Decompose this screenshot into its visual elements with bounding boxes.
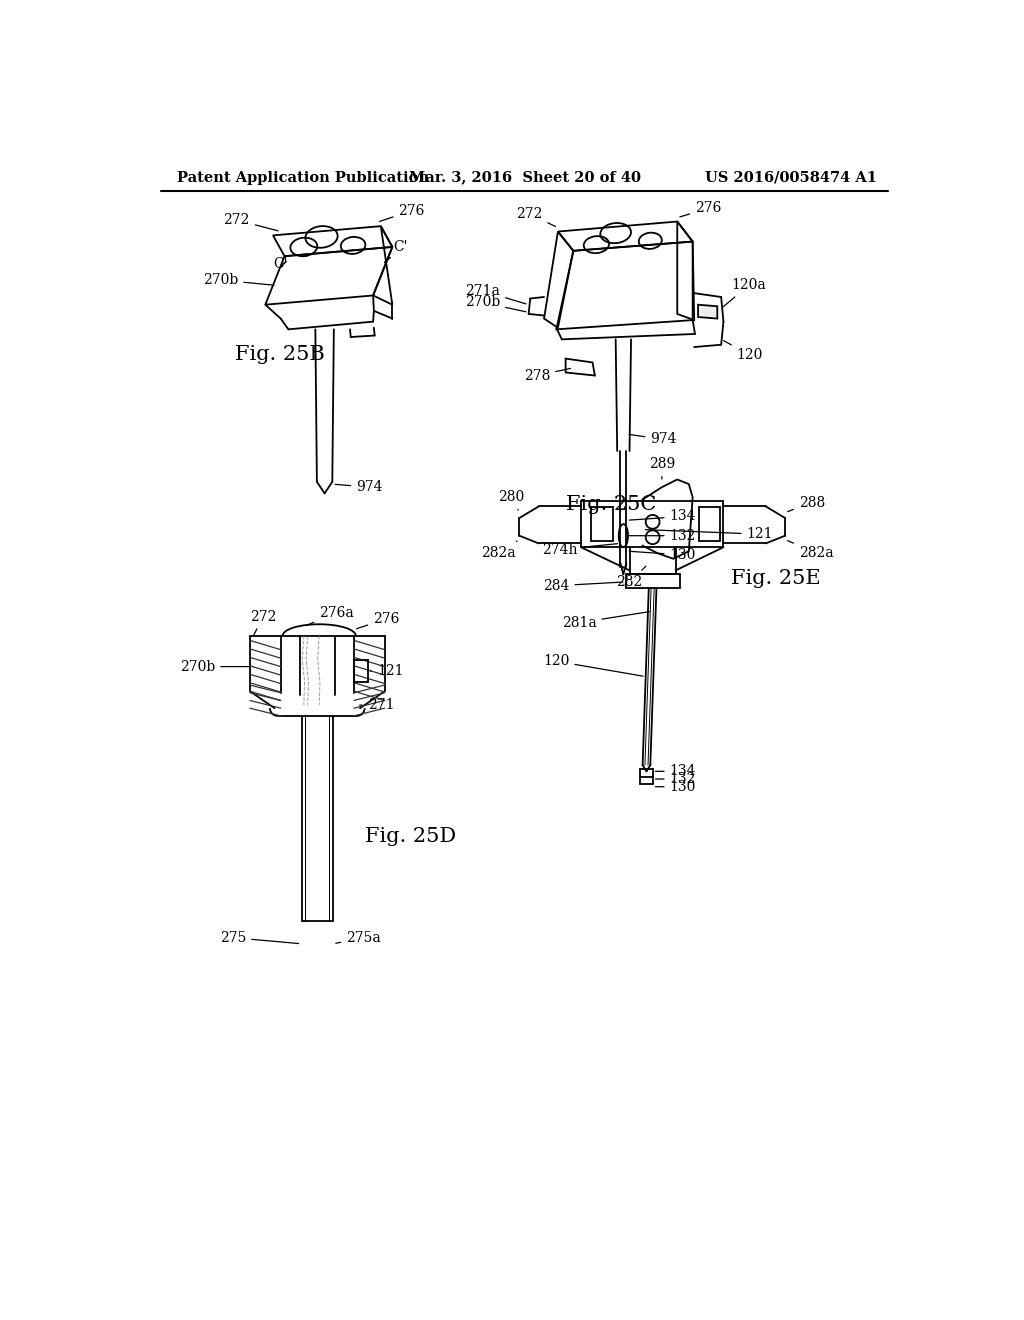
Text: 132: 132	[629, 529, 696, 543]
Text: 276: 276	[356, 612, 399, 628]
Text: 272: 272	[223, 213, 279, 231]
Text: 281a: 281a	[561, 611, 650, 630]
Text: 271: 271	[359, 698, 394, 711]
Polygon shape	[698, 305, 717, 318]
Text: C': C'	[393, 240, 408, 253]
Text: Fig. 25E: Fig. 25E	[731, 569, 821, 587]
Text: 276a: 276a	[306, 606, 354, 626]
Text: 121: 121	[645, 527, 773, 541]
Text: Fig. 25B: Fig. 25B	[234, 346, 325, 364]
Text: 134: 134	[629, 510, 696, 524]
Text: Fig. 25D: Fig. 25D	[366, 826, 457, 846]
Text: 275a: 275a	[336, 931, 381, 945]
Text: 272: 272	[516, 207, 555, 227]
Text: 270b: 270b	[180, 660, 250, 673]
Text: 282a: 282a	[481, 541, 517, 560]
Text: 284: 284	[543, 578, 623, 593]
Text: 282: 282	[616, 566, 646, 589]
Text: Patent Application Publication: Patent Application Publication	[177, 170, 429, 185]
Text: 276: 276	[680, 202, 721, 216]
Text: 120: 120	[543, 655, 643, 676]
Text: 120a: 120a	[723, 279, 766, 306]
Text: 278: 278	[524, 368, 570, 383]
Text: 274h: 274h	[542, 543, 617, 557]
Text: 276: 276	[380, 203, 425, 222]
Text: US 2016/0058474 A1: US 2016/0058474 A1	[706, 170, 878, 185]
Text: 270b: 270b	[465, 296, 526, 312]
Text: 288: 288	[787, 495, 825, 512]
Text: 120: 120	[724, 341, 763, 362]
Text: 271a: 271a	[465, 284, 526, 304]
Text: 282a: 282a	[787, 541, 834, 560]
Text: 275: 275	[220, 931, 299, 945]
Text: 121: 121	[371, 664, 403, 678]
Text: 280: 280	[499, 490, 524, 510]
Text: 130: 130	[629, 548, 696, 562]
Text: 974: 974	[335, 480, 383, 494]
Text: C': C'	[273, 257, 288, 271]
Text: 130: 130	[655, 780, 696, 793]
Text: 132: 132	[655, 772, 696, 785]
Text: 272: 272	[250, 610, 276, 636]
Text: 289: 289	[649, 457, 675, 479]
Text: 134: 134	[655, 764, 696, 779]
Text: 974: 974	[629, 433, 677, 446]
Text: 270b: 270b	[203, 273, 274, 286]
Text: Fig. 25C: Fig. 25C	[565, 495, 655, 515]
Text: Mar. 3, 2016  Sheet 20 of 40: Mar. 3, 2016 Sheet 20 of 40	[409, 170, 641, 185]
